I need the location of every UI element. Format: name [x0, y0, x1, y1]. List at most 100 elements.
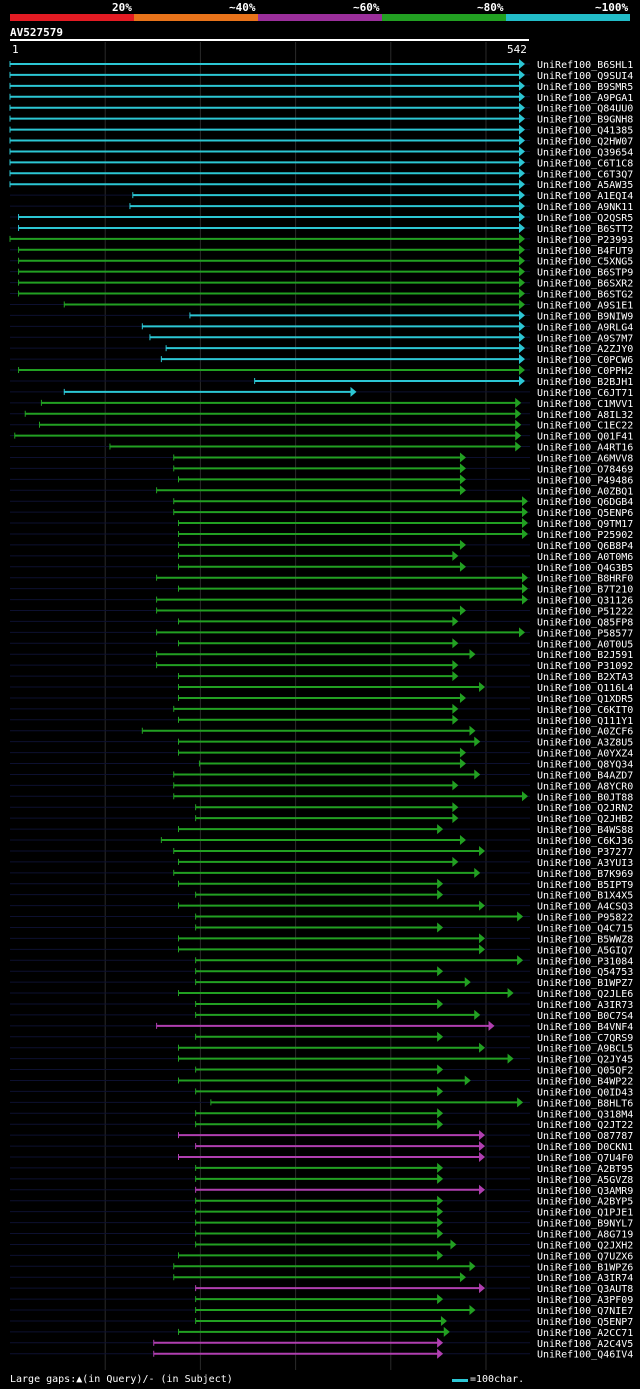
subject-label[interactable]: UniRef100_A0T0M6 [537, 552, 633, 563]
subject-label[interactable]: UniRef100_B6STP9 [537, 268, 633, 279]
subject-label[interactable]: UniRef100_C5XNG5 [537, 257, 633, 268]
subject-label[interactable]: UniRef100_Q31126 [537, 596, 633, 607]
subject-label[interactable]: UniRef100_Q4G3B5 [537, 563, 633, 574]
subject-label[interactable]: UniRef100_B4WP22 [537, 1076, 633, 1087]
subject-label[interactable]: UniRef100_O78469 [537, 464, 633, 475]
subject-label[interactable]: UniRef100_C0PPH2 [537, 366, 633, 377]
subject-label[interactable]: UniRef100_B6SHL1 [537, 60, 633, 71]
subject-label[interactable]: UniRef100_Q0ID43 [537, 1087, 633, 1098]
subject-label[interactable]: UniRef100_A9BCL5 [537, 1044, 633, 1055]
subject-label[interactable]: UniRef100_Q85FP8 [537, 617, 633, 628]
subject-label[interactable]: UniRef100_C6T3Q7 [537, 169, 633, 180]
subject-label[interactable]: UniRef100_Q1PJE1 [537, 1208, 633, 1219]
subject-label[interactable]: UniRef100_C6JT71 [537, 388, 633, 399]
subject-label[interactable]: UniRef100_A5GVZ8 [537, 1175, 633, 1186]
subject-label[interactable]: UniRef100_A0T0U5 [537, 639, 633, 650]
subject-label[interactable]: UniRef100_A8IL32 [537, 410, 633, 421]
subject-label[interactable]: UniRef100_B6STT2 [537, 224, 633, 235]
subject-label[interactable]: UniRef100_B4VNF4 [537, 1022, 633, 1033]
subject-label[interactable]: UniRef100_B6SXR2 [537, 279, 633, 290]
subject-label[interactable]: UniRef100_B2J591 [537, 650, 633, 661]
subject-label[interactable]: UniRef100_A9RLG4 [537, 322, 633, 333]
subject-label[interactable]: UniRef100_B0C7S4 [537, 1011, 633, 1022]
subject-label[interactable]: UniRef100_Q39654 [537, 147, 633, 158]
subject-label[interactable]: UniRef100_B2XTA3 [537, 672, 633, 683]
subject-label[interactable]: UniRef100_B4WS88 [537, 825, 633, 836]
subject-label[interactable]: UniRef100_A1EQI4 [537, 191, 633, 202]
subject-label[interactable]: UniRef100_Q8YQ34 [537, 760, 633, 771]
subject-label[interactable]: UniRef100_A3IR73 [537, 1000, 633, 1011]
subject-label[interactable]: UniRef100_A3YUI3 [537, 858, 633, 869]
subject-label[interactable]: UniRef100_Q3AMR9 [537, 1186, 633, 1197]
subject-label[interactable]: UniRef100_Q01F41 [537, 432, 633, 443]
subject-label[interactable]: UniRef100_A2BT95 [537, 1164, 633, 1175]
subject-label[interactable]: UniRef100_C1MVV1 [537, 399, 633, 410]
subject-label[interactable]: UniRef100_Q84UU0 [537, 104, 633, 115]
subject-label[interactable]: UniRef100_B8HLT6 [537, 1098, 633, 1109]
subject-label[interactable]: UniRef100_A0YXZ4 [537, 749, 633, 760]
subject-label[interactable]: UniRef100_P25902 [537, 530, 633, 541]
subject-label[interactable]: UniRef100_P37277 [537, 847, 633, 858]
subject-label[interactable]: UniRef100_B4AZD7 [537, 770, 633, 781]
subject-label[interactable]: UniRef100_A9S7M7 [537, 333, 633, 344]
subject-label[interactable]: UniRef100_A2C4V5 [537, 1339, 633, 1350]
subject-label[interactable]: UniRef100_B1WPZ7 [537, 978, 633, 989]
subject-label[interactable]: UniRef100_A3PF09 [537, 1295, 633, 1306]
subject-label[interactable]: UniRef100_A3Z8U5 [537, 738, 633, 749]
subject-label[interactable]: UniRef100_B5IPT9 [537, 880, 633, 891]
subject-label[interactable]: UniRef100_P49486 [537, 475, 633, 486]
subject-label[interactable]: UniRef100_C6KJ36 [537, 836, 633, 847]
subject-label[interactable]: UniRef100_C6KIT0 [537, 705, 633, 716]
subject-label[interactable]: UniRef100_O87787 [537, 1131, 633, 1142]
subject-label[interactable]: UniRef100_Q2QSR5 [537, 213, 633, 224]
subject-label[interactable]: UniRef100_Q3AUT8 [537, 1284, 633, 1295]
subject-label[interactable]: UniRef100_Q2JT22 [537, 1120, 633, 1131]
subject-label[interactable]: UniRef100_A4CSQ3 [537, 902, 633, 913]
subject-label[interactable]: UniRef100_B8HRF0 [537, 574, 633, 585]
subject-label[interactable]: UniRef100_Q2JHB2 [537, 814, 633, 825]
subject-label[interactable]: UniRef100_Q6DGB4 [537, 497, 633, 508]
subject-label[interactable]: UniRef100_B4FUT9 [537, 246, 633, 257]
subject-label[interactable]: UniRef100_A6MVV8 [537, 453, 633, 464]
subject-label[interactable]: UniRef100_A8G719 [537, 1230, 633, 1241]
subject-label[interactable]: UniRef100_A9PGA1 [537, 93, 633, 104]
subject-label[interactable]: UniRef100_B7K969 [537, 869, 633, 880]
subject-label[interactable]: UniRef100_A9NK11 [537, 202, 633, 213]
subject-label[interactable]: UniRef100_Q54753 [537, 967, 633, 978]
subject-label[interactable]: UniRef100_Q7UZX6 [537, 1251, 633, 1262]
subject-label[interactable]: UniRef100_Q111Y1 [537, 716, 633, 727]
subject-label[interactable]: UniRef100_B5WWZ8 [537, 934, 633, 945]
subject-label[interactable]: UniRef100_A2BYP5 [537, 1197, 633, 1208]
subject-label[interactable]: UniRef100_A0ZBQ1 [537, 486, 633, 497]
subject-label[interactable]: UniRef100_Q2JRN2 [537, 803, 633, 814]
subject-label[interactable]: UniRef100_A9S1E1 [537, 300, 633, 311]
subject-label[interactable]: UniRef100_C7QRS9 [537, 1033, 633, 1044]
subject-label[interactable]: UniRef100_Q46IV4 [537, 1350, 633, 1361]
subject-label[interactable]: UniRef100_Q05QF2 [537, 1066, 633, 1077]
subject-label[interactable]: UniRef100_Q318M4 [537, 1109, 633, 1120]
subject-label[interactable]: UniRef100_A8YCR0 [537, 781, 633, 792]
subject-label[interactable]: UniRef100_B9NIW9 [537, 311, 633, 322]
subject-label[interactable]: UniRef100_A2ZJY0 [537, 344, 633, 355]
subject-label[interactable]: UniRef100_Q7NIE7 [537, 1306, 633, 1317]
subject-label[interactable]: UniRef100_B9GNH8 [537, 115, 633, 126]
subject-label[interactable]: UniRef100_A5AW35 [537, 180, 633, 191]
subject-label[interactable]: UniRef100_P51222 [537, 607, 633, 618]
subject-label[interactable]: UniRef100_Q7U4F0 [537, 1153, 633, 1164]
subject-label[interactable]: UniRef100_D0CKN1 [537, 1142, 633, 1153]
subject-label[interactable]: UniRef100_Q1XDR5 [537, 694, 633, 705]
subject-label[interactable]: UniRef100_C6T1C8 [537, 158, 633, 169]
subject-label[interactable]: UniRef100_B9NYL7 [537, 1219, 633, 1230]
subject-label[interactable]: UniRef100_A0ZCF6 [537, 727, 633, 738]
subject-label[interactable]: UniRef100_Q9SUI4 [537, 71, 633, 82]
subject-label[interactable]: UniRef100_Q2JXH2 [537, 1240, 633, 1251]
subject-label[interactable]: UniRef100_B1X4X5 [537, 891, 633, 902]
subject-label[interactable]: UniRef100_P31092 [537, 661, 633, 672]
subject-label[interactable]: UniRef100_B0JT88 [537, 792, 633, 803]
subject-label[interactable]: UniRef100_Q4C715 [537, 923, 633, 934]
subject-label[interactable]: UniRef100_Q41385 [537, 126, 633, 137]
subject-label[interactable]: UniRef100_B9SMR5 [537, 82, 633, 93]
subject-label[interactable]: UniRef100_Q116L4 [537, 683, 633, 694]
subject-label[interactable]: UniRef100_A2CC71 [537, 1328, 633, 1339]
subject-label[interactable]: UniRef100_Q2HW07 [537, 137, 633, 148]
